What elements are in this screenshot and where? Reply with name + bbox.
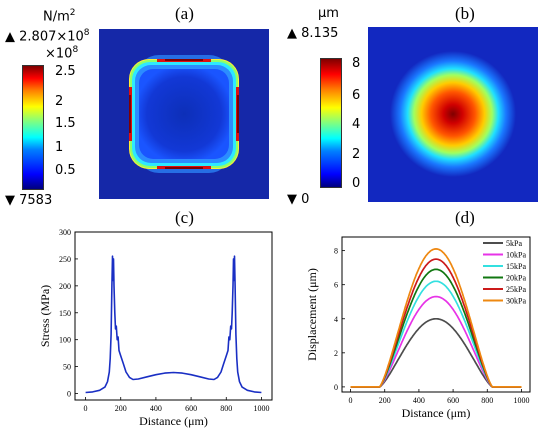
stress-ytick-label: 100 <box>59 336 71 345</box>
displacement-ytick-label: 8 <box>334 247 338 256</box>
displacement-series-line <box>350 317 522 388</box>
stress-xtick-label: 400 <box>150 404 162 413</box>
panel-a-unit: N/m2 <box>43 8 76 24</box>
panel-b-min-readout: ▼ 0 <box>287 192 309 207</box>
panel-b-max-readout: ▲ 8.135 <box>287 26 338 41</box>
displacement-ytick-label: 6 <box>334 281 338 290</box>
stress-ylabel: Stress (MPa) <box>38 285 52 347</box>
legend-label: 30kPa <box>506 297 526 306</box>
displacement-series-line <box>350 248 522 388</box>
up-triangle-icon: ▲ <box>5 29 15 45</box>
panel-a-scale-factor: ×108 <box>45 45 78 61</box>
stress-ytick-label: 150 <box>59 309 71 318</box>
displacement-ytick-label: 2 <box>334 349 338 358</box>
legend-label: 20kPa <box>506 274 526 283</box>
displacement-xtick-label: 200 <box>379 396 391 405</box>
panel-a-stress-map <box>99 29 269 199</box>
legend-label: 25kPa <box>506 285 526 294</box>
stress-ytick-label: 50 <box>63 363 71 372</box>
stress-xtick-label: 600 <box>185 404 197 413</box>
stress-ytick-label: 300 <box>59 228 71 237</box>
panel-a-tick-0: 2.5 <box>55 64 76 79</box>
displacement-series-line <box>350 268 522 388</box>
stress-plot-frame <box>74 231 273 401</box>
panel-a-label: (a) <box>175 4 194 23</box>
displacement-series-line <box>350 295 522 388</box>
panel-b-label: (b) <box>455 4 475 23</box>
panel-b-tick-0: 8 <box>352 56 361 71</box>
displacement-xtick-label: 1000 <box>513 396 529 405</box>
displacement-xtick-label: 600 <box>447 396 459 405</box>
panel-b-colorbar <box>320 58 342 188</box>
stress-ytick-label: 250 <box>59 255 71 264</box>
panel-a-tick-4: 0.5 <box>55 163 76 178</box>
panel-a-tick-1: 2 <box>55 94 64 109</box>
stress-ytick-label: 200 <box>59 282 71 291</box>
panel-b-unit: μm <box>318 6 339 21</box>
panel-a-min-readout: ▼ 7583 <box>5 193 52 208</box>
panel-b-tick-3: 2 <box>352 147 361 162</box>
stress-xlabel: Distance (μm) <box>139 414 208 428</box>
stress-xtick-label: 1000 <box>253 404 269 413</box>
panel-a-colorbar <box>22 65 44 190</box>
panel-b-displacement-map <box>368 27 538 202</box>
stress-xtick-label: 0 <box>84 404 88 413</box>
displacement-ylabel: Displacement (μm) <box>305 268 319 361</box>
displacement-ytick-label: 4 <box>334 315 338 324</box>
panel-a-min-value: 7583 <box>19 193 53 208</box>
legend-label: 10kPa <box>506 251 526 260</box>
panel-d-label: (d) <box>455 208 475 227</box>
panel-b-max-value: 8.135 <box>301 26 339 41</box>
panel-a-scale-exp: 8 <box>72 45 79 55</box>
displacement-xtick-label: 400 <box>413 396 425 405</box>
panel-a-unit-sup: 2 <box>69 8 76 18</box>
panel-a-max-readout: ▲ 2.807×108 <box>5 28 90 44</box>
legend-label: 15kPa <box>506 262 526 271</box>
stress-xtick-label: 200 <box>115 404 127 413</box>
displacement-xtick-label: 0 <box>349 396 353 405</box>
stress-xtick-label: 800 <box>220 404 232 413</box>
legend-label: 5kPa <box>506 239 522 248</box>
panel-b-tick-4: 0 <box>352 176 361 191</box>
panel-b-tick-2: 4 <box>352 117 361 132</box>
panel-a-tick-3: 1 <box>55 140 64 155</box>
panel-c-label: (c) <box>175 208 194 227</box>
panel-b-tick-1: 6 <box>352 88 361 103</box>
stress-series-line <box>85 255 262 394</box>
panel-b-min-value: 0 <box>301 192 310 207</box>
panel-a-tick-2: 1.5 <box>55 116 76 131</box>
displacement-ytick-label: 0 <box>334 383 338 392</box>
down-triangle-icon: ▼ <box>287 192 297 207</box>
displacement-xlabel: Distance (μm) <box>402 406 471 420</box>
panel-a-max-exp: 8 <box>83 28 90 38</box>
stress-ytick-label: 0 <box>67 390 71 399</box>
panel-a-scale-text: ×10 <box>45 46 73 62</box>
up-triangle-icon: ▲ <box>287 26 297 41</box>
panel-a-unit-text: N/m <box>43 9 70 25</box>
displacement-plot-frame <box>341 236 531 393</box>
displacement-xtick-label: 800 <box>481 396 493 405</box>
panel-a-max-value: 2.807×10 <box>19 29 84 45</box>
down-triangle-icon: ▼ <box>5 193 15 208</box>
